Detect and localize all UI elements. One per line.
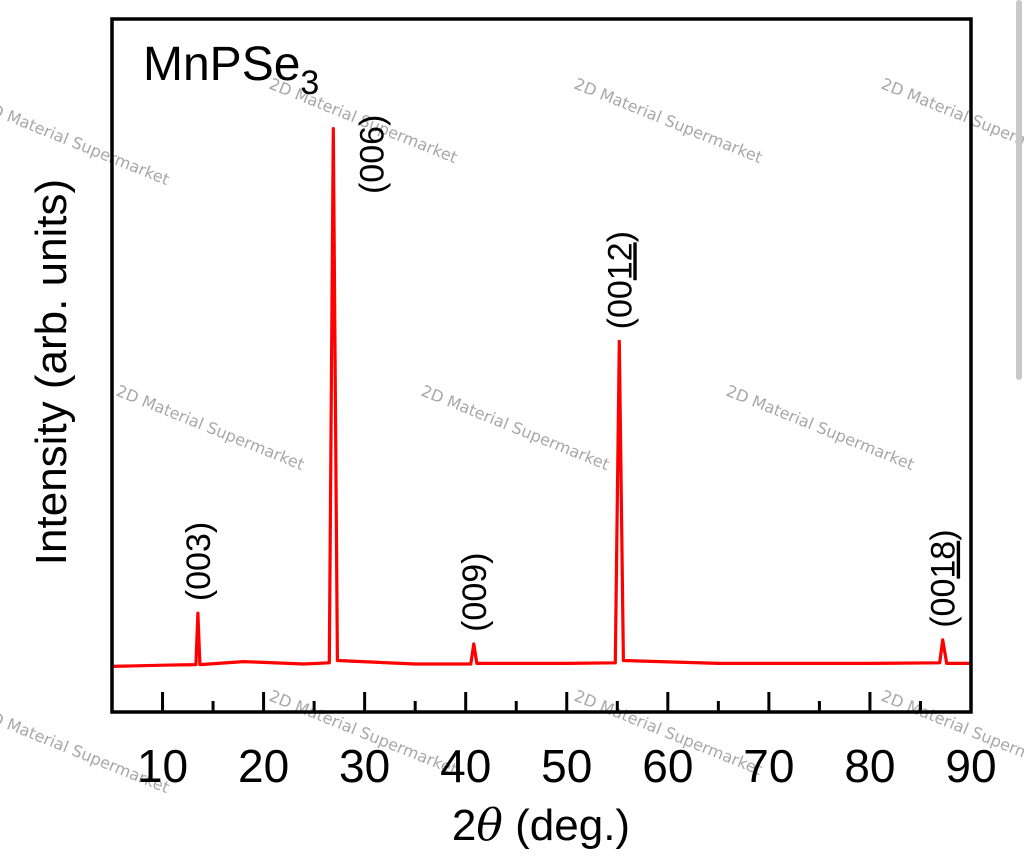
y-axis-title: Intensity (arb. units) xyxy=(27,179,76,565)
watermark-text: 2D Material Supermarket xyxy=(724,381,918,474)
x-axis-title: 2θ (deg.) xyxy=(452,800,630,851)
x-axis-ticks xyxy=(161,692,922,712)
peak-label-index: 9 xyxy=(456,564,494,583)
peak-label-main: (00 xyxy=(925,579,963,628)
peak-label-main: (00 xyxy=(456,583,494,632)
scrollbar[interactable] xyxy=(1016,0,1022,380)
watermark-text: 2D Material Supermarket xyxy=(0,96,172,189)
peak-label-main: (00 xyxy=(353,145,391,194)
peak-label-text: (009) xyxy=(456,553,494,632)
peak-label-index: 12 xyxy=(601,242,639,280)
series-line xyxy=(111,127,971,668)
peak-label: (0012) xyxy=(601,231,639,329)
peak-label-text: (003) xyxy=(180,522,218,601)
peak-label-index: 3 xyxy=(180,533,218,552)
peak-label-close: ) xyxy=(601,231,639,242)
peak-label-close: ) xyxy=(925,529,963,540)
peak-label: (006) xyxy=(353,115,391,194)
peak-label-close: ) xyxy=(180,522,218,533)
x-tick-label: 90 xyxy=(945,740,996,792)
peak-labels: (003)(006)(009)(0012)(0018) xyxy=(180,115,963,632)
plot-frame xyxy=(110,17,973,714)
x-axis-title-prefix: 2 xyxy=(452,801,476,850)
compound-subscript: 3 xyxy=(300,64,319,102)
peak-label-text: (0018) xyxy=(925,529,963,627)
watermark-text: 2D Material Supermarket xyxy=(572,74,766,167)
peak-label: (0018) xyxy=(925,529,963,627)
x-tick-label: 20 xyxy=(238,740,289,792)
peak-label-main: (00 xyxy=(180,552,218,601)
peak-label-index: 18 xyxy=(925,541,963,579)
watermark-layer: 2D Material Supermarket 2D Material Super… xyxy=(0,74,1024,797)
compound-label: MnPSe3 xyxy=(143,38,319,102)
x-tick-label: 30 xyxy=(339,740,390,792)
x-tick-label: 70 xyxy=(743,740,794,792)
watermark-text: 2D Material Supermarket xyxy=(419,381,613,474)
x-tick-label: 10 xyxy=(137,740,188,792)
peak-label-close: ) xyxy=(353,115,391,126)
peak-label-main: (00 xyxy=(601,280,639,329)
x-axis-title-symbol: θ xyxy=(476,800,503,851)
peak-label: (003) xyxy=(180,522,218,601)
x-tick-label: 60 xyxy=(642,740,693,792)
x-tick-label: 50 xyxy=(541,740,592,792)
watermark-text: 2D Material Supermarket xyxy=(879,74,1024,167)
watermark-text: 2D Material Supermarket xyxy=(114,381,308,474)
x-axis-tick-labels: 10 20 30 40 50 60 70 80 90 xyxy=(137,740,997,792)
compound-base: MnPSe xyxy=(143,38,300,91)
peak-label: (009) xyxy=(456,553,494,632)
peak-label-text: (006) xyxy=(353,115,391,194)
x-tick-label: 80 xyxy=(844,740,895,792)
peak-label-text: (0012) xyxy=(601,231,639,329)
x-tick-label: 40 xyxy=(440,740,491,792)
peak-label-close: ) xyxy=(456,553,494,564)
peak-label-index: 6 xyxy=(353,126,391,145)
x-axis-title-suffix: (deg.) xyxy=(503,801,630,850)
